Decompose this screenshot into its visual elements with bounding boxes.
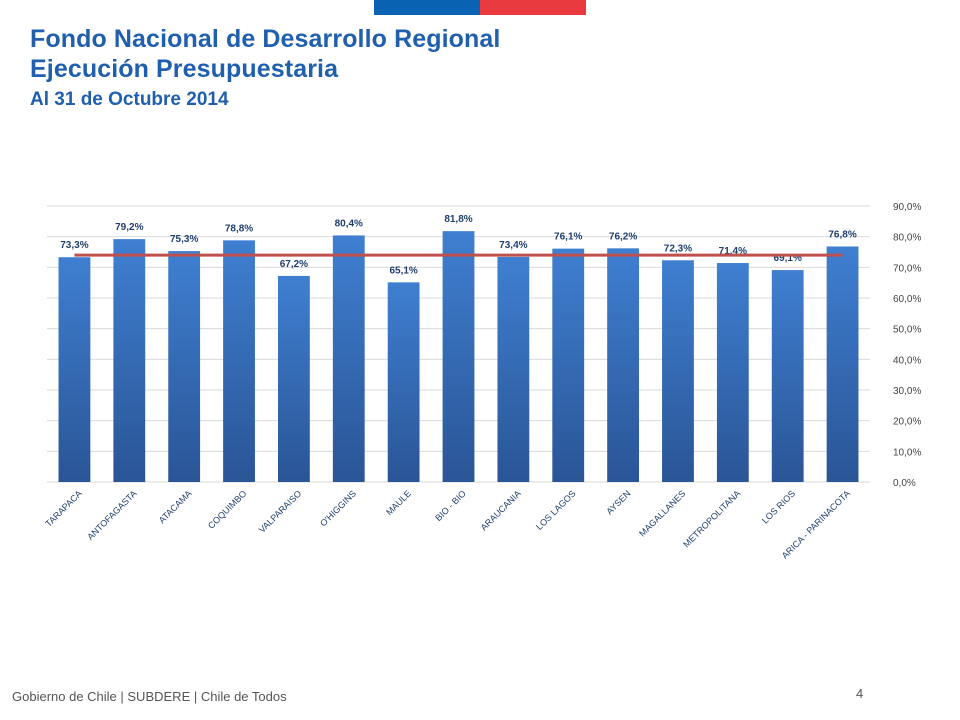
bar — [113, 239, 146, 482]
data-label: 72,3% — [664, 243, 692, 254]
bar — [168, 251, 201, 482]
data-label: 69,1% — [774, 253, 802, 264]
data-label: 79,2% — [115, 222, 143, 233]
bar — [387, 282, 420, 482]
data-label: 76,8% — [828, 229, 856, 240]
flag-stripe-blue — [374, 0, 480, 15]
bar — [277, 275, 310, 482]
y-tick-label: 50,0% — [893, 325, 921, 336]
page-title-line2: Ejecución Presupuestaria — [30, 55, 339, 83]
data-label: 67,2% — [280, 259, 308, 270]
x-tick-label: AYSEN — [604, 488, 632, 516]
x-tick-label: METROPOLITANA — [681, 488, 742, 549]
data-label: 71,4% — [719, 246, 747, 257]
bar — [332, 235, 365, 482]
y-tick-label: 0,0% — [893, 478, 916, 489]
bar — [552, 248, 585, 482]
data-label: 81,8% — [444, 214, 472, 225]
x-tick-label: TARAPACA — [43, 488, 83, 528]
data-label: 76,2% — [609, 231, 637, 242]
y-tick-label: 90,0% — [893, 202, 921, 213]
footer-text: Gobierno de Chile | SUBDERE | Chile de T… — [12, 689, 287, 704]
x-tick-label: LOS RIOS — [760, 488, 797, 525]
data-labels: 73,3% 79,2% 75,3% 78,8% 67,2% 80,4% 65,1% 81,8%… — [60, 214, 857, 276]
page-number: 4 — [856, 686, 864, 701]
bar — [826, 246, 859, 482]
x-tick-label: ARAUCANIA — [479, 488, 523, 532]
y-tick-label: 30,0% — [893, 386, 921, 397]
data-label: 73,3% — [60, 240, 88, 251]
bar — [716, 263, 749, 482]
y-tick-label: 10,0% — [893, 447, 921, 458]
bar — [223, 240, 255, 482]
data-label: 75,3% — [170, 234, 198, 245]
title-block: Fondo Nacional de Desarrollo Regional Ej… — [30, 24, 500, 114]
bar — [771, 270, 804, 482]
bar — [58, 257, 91, 482]
bars — [58, 231, 859, 482]
y-tick-label: 20,0% — [893, 417, 921, 428]
y-axis-ticks: 0,0% 10,0% 20,0% 30,0% 40,0% 50,0% 60,0% 70,0% 8… — [893, 202, 921, 489]
data-label: 78,8% — [225, 223, 253, 234]
x-axis-ticks: TARAPACA ANTOFAGASTA ATACAMA COQUIMBO VALPAR… — [43, 488, 852, 560]
page-title: Fondo Nacional de Desarrollo Regional — [30, 25, 501, 53]
x-tick-label: BIO - BIO — [433, 488, 468, 523]
bar — [662, 260, 694, 482]
page-subtitle: Al 31 de Octubre 2014 — [30, 89, 229, 110]
y-tick-label: 70,0% — [893, 263, 921, 274]
x-tick-label: MAGALLANES — [637, 488, 687, 538]
data-label: 80,4% — [335, 218, 363, 229]
chart-svg: 73,3% 79,2% 75,3% 78,8% 67,2% 80,4% 65,1% 81,8%… — [43, 202, 921, 561]
x-tick-label: MAULE — [384, 488, 413, 517]
x-tick-label: ATACAMA — [157, 488, 194, 525]
y-tick-label: 40,0% — [893, 355, 921, 366]
x-tick-label: LOS LAGOS — [534, 488, 578, 532]
bar — [442, 231, 475, 482]
bar — [607, 248, 640, 482]
y-tick-label: 80,0% — [893, 233, 921, 244]
x-tick-label: COQUIMBO — [206, 488, 248, 530]
data-label: 76,1% — [554, 232, 582, 243]
x-tick-label: O'HIGGINS — [318, 488, 358, 528]
bar-chart: 73,3% 79,2% 75,3% 78,8% 67,2% 80,4% 65,1% 81,8%… — [0, 180, 960, 600]
x-tick-label: VALPARAISO — [257, 488, 303, 534]
data-label: 65,1% — [389, 265, 417, 276]
flag-stripe-red — [480, 0, 586, 15]
data-label: 73,4% — [499, 240, 527, 251]
bar — [497, 256, 530, 482]
y-tick-label: 60,0% — [893, 294, 921, 305]
x-tick-label: ANTOFAGASTA — [85, 488, 139, 542]
